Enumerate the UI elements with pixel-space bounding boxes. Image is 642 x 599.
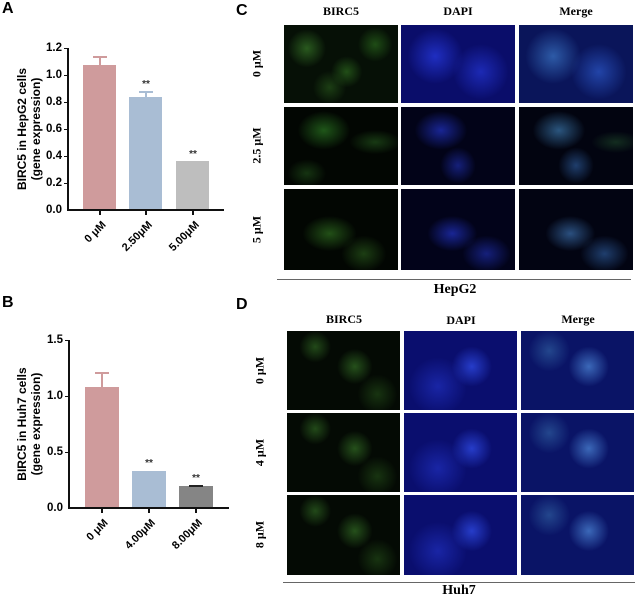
ytick-mark — [64, 75, 68, 76]
micrograph-birc5-4um — [287, 413, 400, 492]
cell-line-label-huh7: Huh7 — [442, 583, 476, 598]
xtick-mark — [148, 509, 150, 513]
chart-b-x-axis — [68, 507, 229, 509]
ytick-b: 0.0 — [47, 502, 63, 514]
xlabel-b-0: 0 μM — [84, 517, 111, 544]
error-cap-a-0 — [93, 56, 107, 58]
chart-a: BIRC5 in HepG2 cells (gene expression) *… — [0, 0, 240, 290]
ytick-b: 1.0 — [47, 390, 63, 402]
error-bar-b-0 — [101, 373, 103, 388]
micrograph-merge-4um — [521, 413, 634, 492]
ytick-mark — [65, 452, 69, 453]
ytick-mark — [65, 340, 69, 341]
ytick-a: 0.2 — [46, 177, 62, 189]
ytick-mark — [65, 396, 69, 397]
micrograph-merge-2.5um — [519, 107, 633, 185]
column-header-dapi: DAPI — [443, 4, 473, 18]
row-header: 5 μM — [249, 215, 264, 244]
panel-letter-a: A — [2, 0, 14, 17]
xtick-mark — [101, 509, 103, 513]
micrograph-panel-d: BIRC5 DAPI Merge 0 μM 4 μM 8 μM Huh7 — [250, 300, 642, 598]
bar-b-0 — [85, 387, 119, 507]
ytick-a: 1.2 — [46, 42, 62, 54]
ytick-a: 0.0 — [46, 204, 62, 216]
ytick-mark — [64, 48, 68, 49]
error-bar-a-1 — [145, 92, 147, 98]
micrograph-panel-c: BIRC5 DAPI Merge 0 μM 2.5 μM 5 μM HepG2 — [250, 0, 642, 300]
chart-a-y-axis — [67, 48, 69, 211]
xlabel-a-2: 5.00μM — [166, 219, 202, 254]
row-header: 2.5 μM — [249, 127, 264, 164]
significance-a-1: ** — [142, 79, 150, 90]
ytick-a: 1.0 — [46, 69, 62, 81]
panel-letter-b: B — [2, 294, 14, 311]
divider-line — [283, 582, 635, 583]
chart-b: BIRC5 in Huh7 cells (gene expression) **… — [0, 290, 240, 598]
xlabel-b-1: 4.00μM — [122, 517, 158, 552]
micrograph-merge-0um — [521, 331, 634, 410]
xtick-mark — [99, 211, 101, 215]
error-cap-a-1 — [139, 91, 153, 93]
xlabel-a-1: 2.50μM — [119, 219, 155, 254]
row-header: 8 μM — [252, 520, 267, 549]
chart-a-x-axis — [67, 209, 224, 211]
ytick-mark — [64, 102, 68, 103]
row-header: 0 μM — [252, 356, 267, 385]
micrograph-dapi-0um — [404, 331, 517, 410]
micrograph-merge-0um — [519, 25, 633, 103]
row-header: 4 μM — [252, 438, 267, 467]
ytick-a: 0.6 — [46, 123, 62, 135]
column-header-birc5: BIRC5 — [322, 4, 359, 18]
bar-a-1 — [129, 97, 162, 209]
micrograph-birc5-2.5um — [284, 107, 398, 185]
chart-b-y-axis — [68, 340, 70, 509]
ytick-mark — [64, 156, 68, 157]
column-header-merge: Merge — [561, 312, 595, 326]
significance-a-2: ** — [189, 149, 197, 160]
ytick-mark — [64, 183, 68, 184]
xtick-mark — [192, 211, 194, 215]
xtick-mark — [195, 509, 197, 513]
micrograph-merge-8um — [521, 495, 634, 575]
column-header-merge: Merge — [559, 4, 593, 18]
micrograph-dapi-8um — [404, 495, 517, 575]
ytick-mark — [64, 129, 68, 130]
column-header-dapi: DAPI — [446, 313, 476, 327]
xlabel-b-2: 8.00μM — [169, 517, 205, 552]
micrograph-dapi-4um — [404, 413, 517, 492]
significance-b-1: ** — [145, 458, 153, 469]
divider-line — [277, 279, 631, 280]
ytick-b: 1.5 — [47, 334, 63, 346]
bar-a-2 — [176, 161, 209, 209]
micrograph-birc5-0um — [287, 331, 400, 410]
cell-line-label-hepg2: HepG2 — [433, 282, 477, 297]
panel-letter-d: D — [236, 296, 248, 313]
bar-b-1 — [132, 471, 166, 507]
column-header-birc5: BIRC5 — [325, 312, 362, 326]
ytick-a: 0.4 — [46, 150, 62, 162]
error-cap-b-2 — [189, 485, 203, 487]
micrograph-birc5-8um — [287, 495, 400, 575]
row-header: 0 μM — [249, 49, 264, 78]
xlabel-a-0: 0 μM — [82, 219, 109, 246]
micrograph-dapi-0um — [401, 25, 515, 103]
micrograph-dapi-2.5um — [401, 107, 515, 185]
micrograph-dapi-5um — [401, 189, 515, 270]
panel-letter-c: C — [236, 2, 248, 19]
significance-b-2: ** — [192, 473, 200, 484]
xtick-mark — [145, 211, 147, 215]
bar-a-0 — [83, 65, 116, 209]
micrograph-birc5-0um — [284, 25, 398, 103]
error-bar-a-0 — [99, 57, 101, 66]
error-cap-b-0 — [95, 372, 109, 374]
bar-b-2 — [179, 486, 213, 507]
micrograph-birc5-5um — [284, 189, 398, 270]
micrograph-merge-5um — [519, 189, 633, 270]
ytick-b: 0.5 — [47, 446, 63, 458]
ytick-a: 0.8 — [46, 96, 62, 108]
chart-b-ylabel: BIRC5 in Huh7 cells (gene expression) — [15, 367, 43, 481]
